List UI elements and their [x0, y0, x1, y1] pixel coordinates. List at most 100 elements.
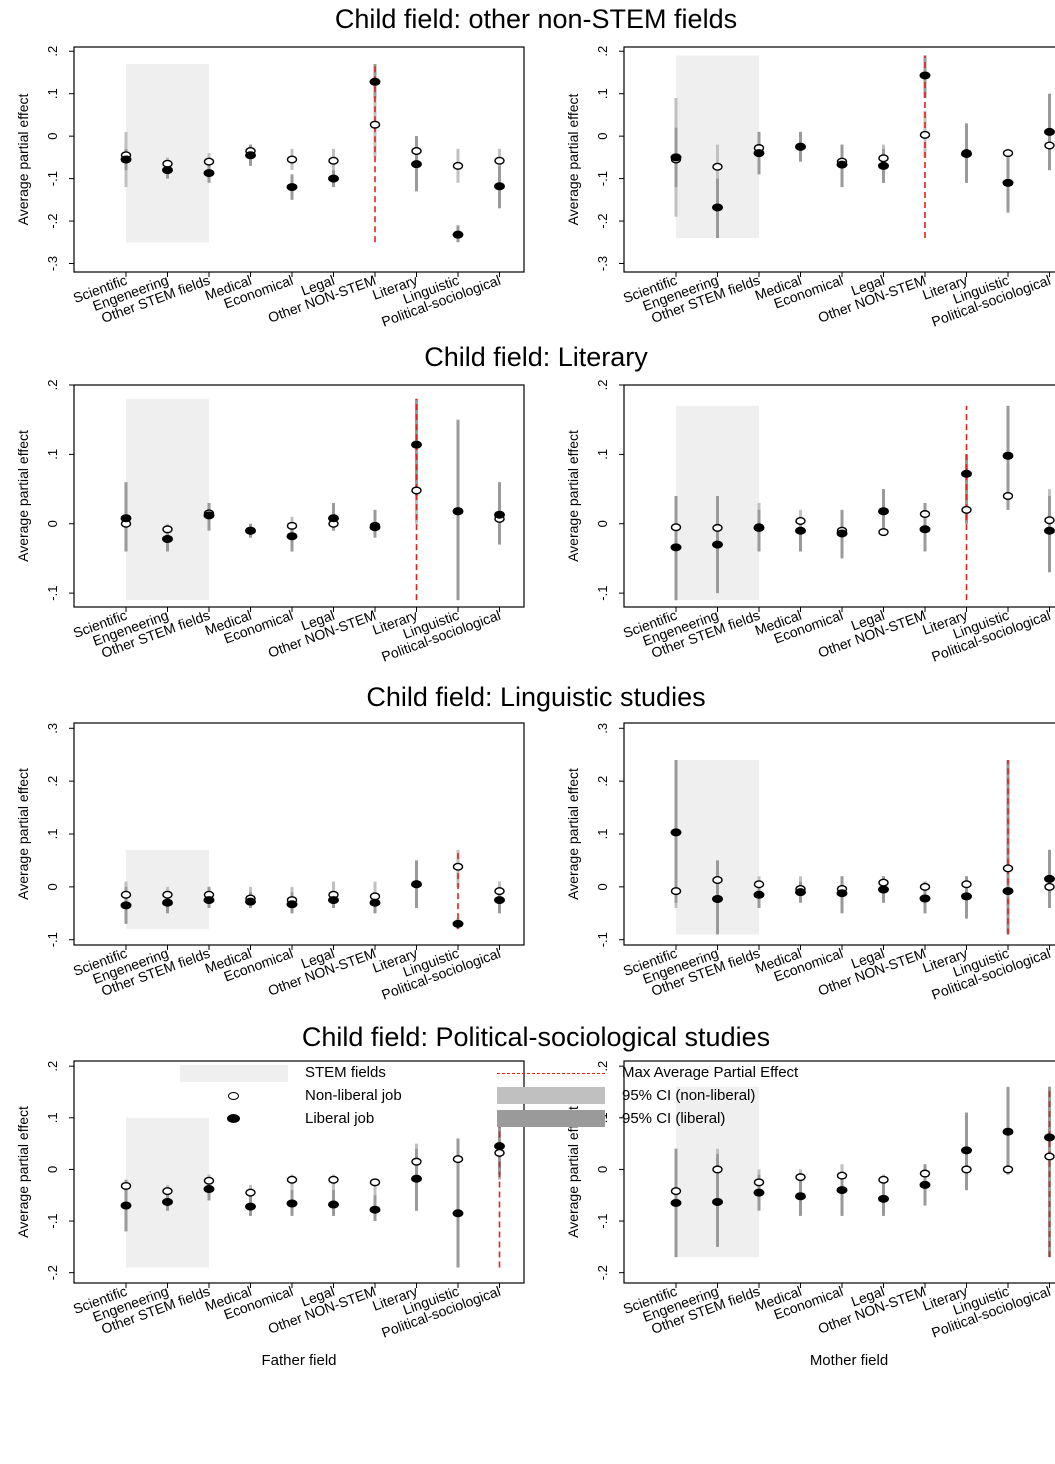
point-liberal: [162, 535, 173, 543]
point-nonliberal: [713, 1166, 722, 1173]
y-tick-label: -.1: [595, 1213, 610, 1228]
point-liberal: [411, 1175, 422, 1183]
point-liberal: [920, 1181, 931, 1189]
y-tick-label: -.1: [45, 932, 60, 947]
y-axis-label: Average partial effect: [15, 93, 31, 225]
point-nonliberal: [879, 155, 888, 162]
point-nonliberal: [755, 1179, 764, 1186]
y-tick-label: -.1: [45, 171, 60, 186]
point-liberal: [878, 507, 889, 515]
point-liberal: [878, 886, 889, 894]
point-liberal: [961, 892, 972, 900]
point-liberal: [494, 511, 505, 519]
point-liberal: [121, 514, 132, 522]
point-liberal: [920, 894, 931, 902]
point-liberal: [1003, 179, 1014, 187]
point-liberal: [453, 1209, 464, 1217]
point-nonliberal: [1045, 1153, 1054, 1160]
point-nonliberal: [713, 525, 722, 532]
point-nonliberal: [371, 893, 380, 900]
point-nonliberal: [1045, 517, 1054, 524]
point-nonliberal: [1045, 884, 1054, 891]
legend-ci-liberal-label: 95% CI (liberal): [622, 1110, 725, 1127]
point-nonliberal: [163, 1188, 172, 1195]
point-liberal: [1044, 527, 1055, 535]
point-nonliberal: [454, 163, 463, 170]
y-tick-label: .1: [595, 829, 610, 840]
point-nonliberal: [1004, 865, 1013, 872]
point-liberal: [837, 161, 848, 169]
y-tick-label: -.1: [595, 586, 610, 601]
point-nonliberal: [672, 888, 681, 895]
point-nonliberal: [205, 158, 214, 165]
point-liberal: [961, 150, 972, 158]
point-liberal: [795, 888, 806, 896]
y-tick-label: 0: [595, 883, 610, 890]
y-tick-label: 0: [45, 883, 60, 890]
point-nonliberal: [879, 1176, 888, 1183]
point-nonliberal: [672, 1188, 681, 1195]
legend-ci-liberal-swatch: [497, 1110, 605, 1127]
y-tick-label: -.1: [45, 1213, 60, 1228]
point-liberal: [453, 507, 464, 515]
point-liberal: [712, 1198, 723, 1206]
point-liberal: [837, 529, 848, 537]
point-liberal: [712, 203, 723, 211]
point-liberal: [328, 896, 339, 904]
point-liberal: [162, 899, 173, 907]
panel-0-father: -.3-.2-.10.1.2Average partial effectScie…: [15, 46, 524, 330]
point-nonliberal: [1045, 142, 1054, 149]
legend-liberal-marker: [227, 1114, 240, 1123]
y-tick-label: 0: [45, 1166, 60, 1173]
point-nonliberal: [122, 891, 131, 898]
legend: STEM fields Non-liberal job Liberal job …: [0, 1058, 1055, 1148]
point-nonliberal: [962, 507, 971, 514]
point-nonliberal: [246, 1189, 255, 1196]
point-liberal: [712, 541, 723, 549]
point-nonliberal: [1004, 1166, 1013, 1173]
point-nonliberal: [921, 511, 930, 518]
point-liberal: [370, 1206, 381, 1214]
y-tick-label: .1: [595, 88, 610, 99]
point-nonliberal: [796, 518, 805, 525]
x-axis-label: Mother field: [810, 1352, 888, 1369]
y-tick-label: -.2: [45, 213, 60, 228]
point-nonliberal: [205, 1177, 214, 1184]
point-nonliberal: [921, 884, 930, 891]
point-liberal: [411, 880, 422, 888]
y-tick-label: .2: [595, 776, 610, 787]
legend-liberal-label: Liberal job: [305, 1110, 374, 1127]
point-nonliberal: [838, 1172, 847, 1179]
point-liberal: [287, 1199, 298, 1207]
y-axis-label: Average partial effect: [565, 430, 581, 562]
point-liberal: [671, 153, 682, 161]
point-liberal: [1044, 128, 1055, 136]
point-liberal: [878, 162, 889, 170]
legend-nonliberal-label: Non-liberal job: [305, 1087, 402, 1104]
y-tick-label: 0: [595, 520, 610, 527]
point-liberal: [453, 920, 464, 928]
point-liberal: [121, 901, 132, 909]
point-liberal: [411, 441, 422, 449]
point-liberal: [712, 895, 723, 903]
point-liberal: [754, 1189, 765, 1197]
point-liberal: [961, 470, 972, 478]
point-liberal: [795, 143, 806, 151]
point-nonliberal: [371, 121, 380, 128]
y-axis-label: Average partial effect: [565, 93, 581, 225]
stem-band: [126, 399, 209, 600]
y-tick-label: .1: [45, 88, 60, 99]
y-tick-label: -.1: [45, 586, 60, 601]
y-axis-label: Average partial effect: [15, 430, 31, 562]
y-tick-label: .3: [45, 723, 60, 734]
y-tick-label: .3: [595, 723, 610, 734]
point-liberal: [1044, 875, 1055, 883]
legend-ci-nonliberal-swatch: [497, 1087, 605, 1104]
point-nonliberal: [454, 863, 463, 870]
y-tick-label: -.3: [45, 256, 60, 271]
y-axis-label: Average partial effect: [15, 768, 31, 900]
point-nonliberal: [1004, 150, 1013, 157]
point-liberal: [671, 828, 682, 836]
